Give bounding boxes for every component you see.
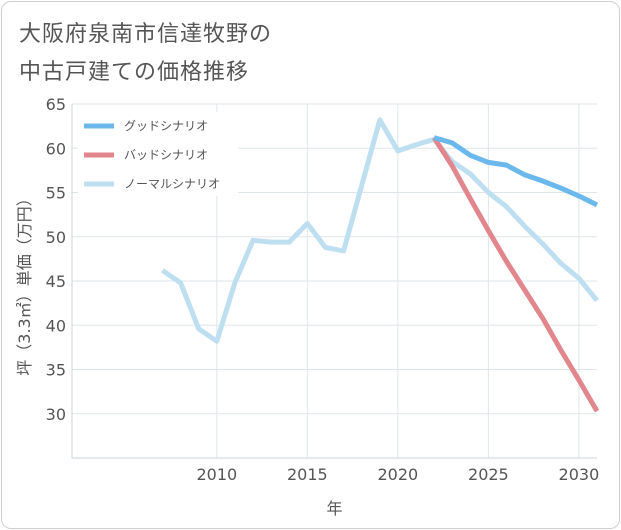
y-tick-label: 30 (46, 405, 66, 424)
y-tick-label: 40 (46, 316, 66, 335)
y-tick-label: 45 (46, 272, 66, 291)
legend-label-2: ノーマルシナリオ (124, 177, 220, 191)
plot-frame (71, 104, 597, 459)
legend-label-0: グッドシナリオ (124, 119, 208, 133)
series-line-1 (431, 136, 600, 413)
x-tick-labels: 2010 2015 2020 2025 2030 (196, 465, 599, 484)
x-tick-label: 2015 (287, 465, 328, 484)
legend-label-1: バッドシナリオ (124, 148, 208, 162)
series-line-2 (161, 117, 599, 344)
y-tick-label: 50 (46, 228, 66, 247)
y-tick-label: 55 (46, 184, 66, 203)
x-tick-label: 2030 (559, 465, 600, 484)
x-tick-label: 2025 (468, 465, 509, 484)
x-tick-label: 2010 (196, 465, 237, 484)
y-tick-labels: 30 35 40 45 50 55 60 65 (46, 95, 66, 424)
series-lines (161, 117, 600, 413)
chart-title-line-1: 大阪府泉南市信達牧野の (19, 22, 273, 47)
y-tick-label: 35 (46, 361, 66, 380)
x-tick-label: 2020 (378, 465, 419, 484)
y-tick-label: 65 (46, 95, 66, 114)
x-axis-title: 年 (326, 499, 342, 518)
series-line-0 (433, 135, 599, 208)
y-tick-label: 60 (46, 139, 66, 158)
chart-title: 大阪府泉南市信達牧野の 中古戸建ての価格推移 (19, 16, 272, 92)
y-axis-title: 坪（3.3㎡）単価（万円） (15, 190, 34, 375)
chart-title-line-2: 中古戸建ての価格推移 (19, 60, 250, 85)
